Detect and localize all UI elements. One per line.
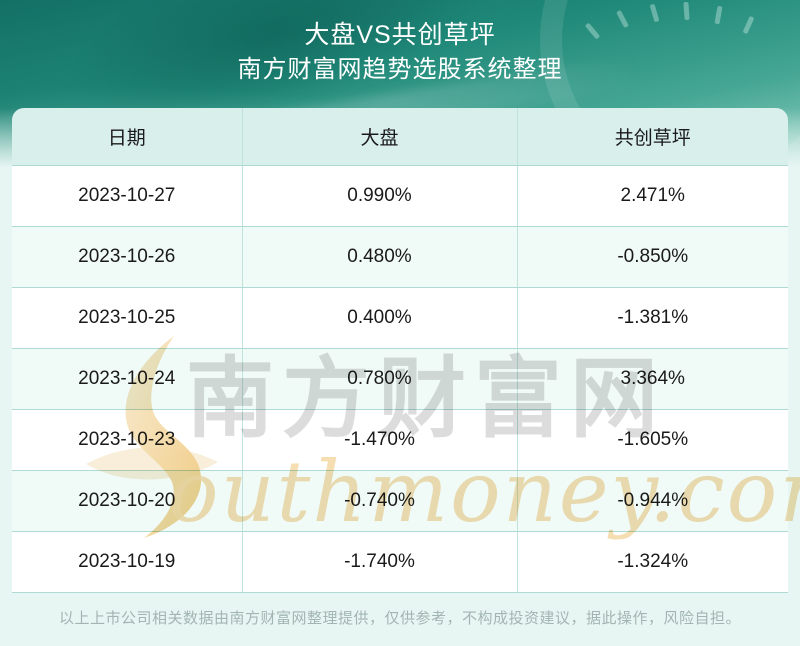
market-value-cell: -0.740%	[241, 470, 517, 532]
date-cell: 2023-10-24	[12, 348, 242, 410]
page-title: 大盘VS共创草坪	[304, 21, 496, 49]
table-row: 2023-10-24 0.780% 3.364%	[12, 348, 788, 410]
table-header-row: 日期 大盘 共创草坪	[12, 108, 788, 166]
date-cell: 2023-10-26	[12, 226, 242, 288]
stock-value-cell: -0.850%	[516, 226, 788, 288]
date-cell: 2023-10-20	[12, 470, 242, 532]
stock-value-cell: -1.605%	[516, 409, 788, 471]
stock-value-cell: 3.364%	[516, 348, 788, 410]
table-row: 2023-10-27 0.990% 2.471%	[12, 165, 788, 227]
page-subtitle: 南方财富网趋势选股系统整理	[237, 56, 563, 83]
market-value-cell: 0.780%	[241, 348, 517, 410]
market-value-cell: 0.990%	[241, 165, 517, 227]
column-header-date: 日期	[12, 108, 242, 166]
market-value-cell: 0.400%	[241, 287, 517, 349]
table-row: 2023-10-25 0.400% -1.381%	[12, 287, 788, 349]
stock-value-cell: -1.324%	[516, 531, 788, 593]
table-row: 2023-10-23 -1.470% -1.605%	[12, 409, 788, 471]
market-value-cell: -1.740%	[241, 531, 517, 593]
comparison-table: 日期 大盘 共创草坪 2023-10-27 0.990% 2.471% 2023…	[12, 108, 788, 593]
market-value-cell: -1.470%	[241, 409, 517, 471]
column-header-market: 大盘	[241, 108, 517, 166]
disclaimer-text: 以上上市公司相关数据由南方财富网整理提供，仅供参考，不构成投资建议，据此操作，风…	[58, 610, 741, 627]
stock-value-cell: 2.471%	[516, 165, 788, 227]
date-cell: 2023-10-27	[12, 165, 242, 227]
date-cell: 2023-10-19	[12, 531, 242, 593]
stock-value-cell: -0.944%	[516, 470, 788, 532]
table-row: 2023-10-19 -1.740% -1.324%	[12, 531, 788, 593]
data-table-card: 日期 大盘 共创草坪 2023-10-27 0.990% 2.471% 2023…	[12, 108, 788, 593]
stock-value-cell: -1.381%	[516, 287, 788, 349]
date-cell: 2023-10-25	[12, 287, 242, 349]
table-row: 2023-10-20 -0.740% -0.944%	[12, 470, 788, 532]
column-header-stock: 共创草坪	[516, 108, 788, 166]
date-cell: 2023-10-23	[12, 409, 242, 471]
market-value-cell: 0.480%	[241, 226, 517, 288]
table-row: 2023-10-26 0.480% -0.850%	[12, 226, 788, 288]
